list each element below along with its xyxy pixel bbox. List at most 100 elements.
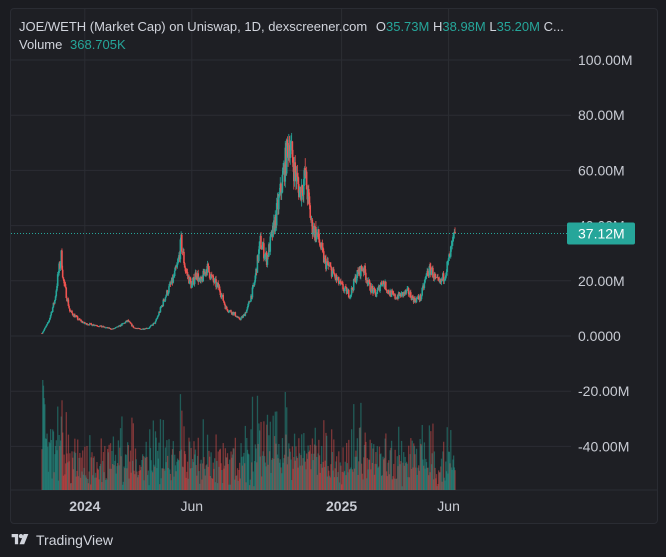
candle-body bbox=[44, 327, 46, 330]
volume-bar bbox=[62, 475, 65, 490]
candle-body bbox=[447, 260, 449, 262]
candle-body bbox=[61, 269, 64, 278]
chart-panel[interactable]: 100.00M80.00M60.00M40.00M20.00M0.0000-20… bbox=[10, 8, 658, 524]
volume-bar bbox=[341, 484, 343, 490]
tradingview-branding[interactable]: TradingView bbox=[10, 530, 113, 550]
chart-canvas[interactable]: 100.00M80.00M60.00M40.00M20.00M0.0000-20… bbox=[11, 9, 657, 523]
volume-bar bbox=[437, 483, 439, 490]
candle-body bbox=[421, 288, 424, 296]
candle-body bbox=[370, 285, 373, 293]
candle-body bbox=[63, 279, 65, 284]
candle-body bbox=[173, 276, 175, 277]
volume-bar bbox=[224, 465, 226, 490]
volume-bar bbox=[341, 471, 344, 490]
volume-bar bbox=[276, 411, 278, 490]
candle-body bbox=[43, 329, 45, 331]
candle-body bbox=[49, 317, 51, 321]
candle-body bbox=[446, 261, 448, 272]
volume-bar bbox=[93, 456, 95, 490]
volume-bar bbox=[97, 468, 99, 490]
volume-bar bbox=[188, 437, 190, 490]
y-axis-tick-label: 20.00M bbox=[578, 273, 625, 289]
volume-bar bbox=[304, 461, 306, 490]
candle-body bbox=[345, 287, 348, 294]
volume-bar bbox=[345, 442, 348, 490]
candle-body bbox=[91, 325, 94, 327]
candle-body bbox=[302, 179, 305, 195]
volume-bar bbox=[181, 466, 184, 490]
volume-bar bbox=[222, 443, 224, 490]
candle-body bbox=[82, 322, 85, 324]
volume-bar bbox=[355, 456, 358, 490]
candle-body bbox=[162, 299, 165, 307]
volume-bar bbox=[153, 464, 155, 490]
volume-bar bbox=[141, 454, 144, 490]
candle-body bbox=[179, 239, 182, 260]
candle-body bbox=[307, 188, 310, 197]
candle-body bbox=[213, 279, 216, 283]
last-price-tag-label: 37.12M bbox=[578, 226, 625, 242]
volume-bar bbox=[435, 474, 438, 490]
candle-body bbox=[158, 312, 161, 313]
volume-bar bbox=[359, 427, 361, 490]
candle-body bbox=[186, 272, 189, 276]
volume-bar bbox=[292, 468, 294, 490]
candle-body bbox=[311, 219, 314, 235]
candle-body bbox=[235, 316, 237, 317]
volume-bar bbox=[115, 473, 117, 490]
candle-body bbox=[349, 296, 351, 298]
candle-body bbox=[152, 323, 155, 326]
candle-body bbox=[215, 283, 218, 287]
volume-bar bbox=[310, 469, 312, 490]
volume-bar bbox=[151, 470, 153, 490]
candle-body bbox=[90, 323, 93, 325]
volume-bar bbox=[277, 458, 279, 490]
volume-bar bbox=[445, 461, 447, 490]
volume-bar bbox=[124, 454, 127, 490]
candle-body bbox=[208, 271, 211, 278]
candle-body bbox=[156, 318, 158, 320]
volume-bar bbox=[176, 461, 178, 490]
volume-bar bbox=[408, 445, 410, 490]
legend-row-ohlc: JOE/WETH (Market Cap) on Uniswap, 1D, de… bbox=[19, 18, 564, 35]
volume-bar bbox=[313, 444, 316, 490]
candle-body bbox=[280, 192, 283, 194]
volume-bar bbox=[149, 448, 152, 490]
volume-bar bbox=[105, 478, 107, 490]
volume-bar bbox=[203, 457, 205, 490]
y-axis-tick-label: 0.0000 bbox=[578, 328, 621, 344]
volume-bar bbox=[136, 477, 139, 490]
volume-bar bbox=[103, 472, 105, 490]
candle-body bbox=[264, 254, 267, 257]
candle-body bbox=[217, 282, 219, 288]
volume-bar bbox=[94, 472, 97, 490]
volume-bar bbox=[356, 438, 358, 490]
volume-bar bbox=[382, 456, 384, 490]
legend-low-value: 35.20M bbox=[496, 19, 540, 34]
volume-bar bbox=[254, 444, 256, 490]
candle-body bbox=[65, 287, 68, 298]
volume-bar bbox=[168, 439, 170, 490]
candle-body bbox=[246, 307, 249, 310]
legend-low-label: L bbox=[489, 19, 497, 34]
candle-body bbox=[96, 325, 98, 327]
candle-body bbox=[281, 174, 284, 193]
volume-bar bbox=[409, 454, 411, 490]
candle-body bbox=[278, 196, 280, 210]
volume-bar bbox=[246, 437, 248, 490]
volume-bar bbox=[50, 439, 52, 490]
volume-bar bbox=[204, 475, 207, 490]
volume-bar bbox=[114, 454, 117, 490]
volume-bar bbox=[258, 430, 261, 490]
volume-bar bbox=[372, 448, 374, 490]
volume-bar bbox=[241, 456, 243, 490]
volume-bar bbox=[114, 460, 116, 490]
volume-bar bbox=[235, 475, 237, 490]
volume-bar bbox=[306, 453, 308, 490]
volume-bar bbox=[261, 476, 263, 490]
volume-bar bbox=[130, 472, 132, 490]
candle-body bbox=[160, 306, 162, 308]
volume-bar bbox=[365, 441, 367, 490]
legend-high-label: H bbox=[432, 19, 443, 34]
volume-bar bbox=[427, 467, 429, 490]
